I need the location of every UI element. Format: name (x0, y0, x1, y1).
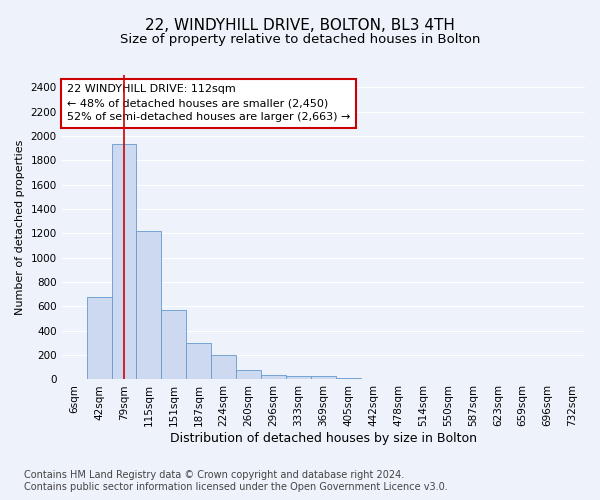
Bar (410, 379, 436, 380)
Text: 22 WINDYHILL DRIVE: 112sqm
← 48% of detached houses are smaller (2,450)
52% of s: 22 WINDYHILL DRIVE: 112sqm ← 48% of deta… (67, 84, 350, 122)
Bar (186, 343, 211, 380)
Bar (112, 144, 136, 380)
Bar (261, 374, 286, 380)
Bar (136, 231, 161, 380)
Bar (386, 379, 410, 380)
Bar (211, 355, 236, 380)
Text: Size of property relative to detached houses in Bolton: Size of property relative to detached ho… (120, 32, 480, 46)
Bar (86, 296, 112, 380)
Bar (161, 310, 186, 380)
Bar (311, 376, 336, 380)
Text: Contains HM Land Registry data © Crown copyright and database right 2024.: Contains HM Land Registry data © Crown c… (24, 470, 404, 480)
Text: Contains public sector information licensed under the Open Government Licence v3: Contains public sector information licen… (24, 482, 448, 492)
Bar (286, 376, 311, 380)
Text: 22, WINDYHILL DRIVE, BOLTON, BL3 4TH: 22, WINDYHILL DRIVE, BOLTON, BL3 4TH (145, 18, 455, 32)
Bar (336, 378, 361, 380)
Y-axis label: Number of detached properties: Number of detached properties (15, 140, 25, 315)
Bar (436, 379, 460, 380)
Bar (236, 370, 261, 380)
Bar (361, 379, 386, 380)
X-axis label: Distribution of detached houses by size in Bolton: Distribution of detached houses by size … (170, 432, 477, 445)
Bar (62, 379, 86, 380)
